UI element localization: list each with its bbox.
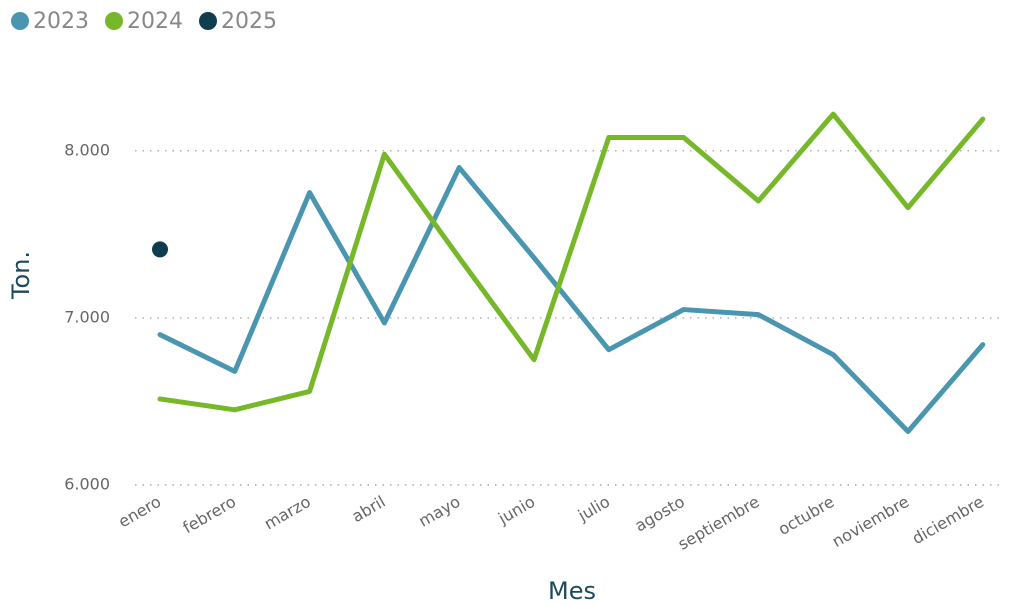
x-tick-label: febrero: [180, 492, 239, 537]
legend-marker: [105, 12, 123, 30]
x-tick-label: marzo: [261, 492, 314, 534]
x-axis-title: Mes: [548, 577, 596, 605]
x-tick-label: julio: [574, 492, 613, 526]
legend-label: 2025: [221, 9, 277, 34]
series-line: [157, 111, 986, 413]
x-tick-label: diciembre: [909, 492, 987, 548]
x-tick-label: mayo: [415, 492, 463, 531]
legend-label: 2023: [33, 9, 89, 34]
x-tick-label: abril: [348, 492, 388, 526]
legend-marker: [11, 12, 29, 30]
x-tick-label: octubre: [775, 492, 838, 539]
legend-label: 2024: [127, 9, 183, 34]
x-tick-label: septiembre: [675, 492, 763, 554]
legend-marker: [199, 12, 217, 30]
x-tick-label: enero: [115, 492, 164, 531]
y-tick-label: 7.000: [64, 307, 110, 326]
y-axis-title: Ton.: [7, 251, 35, 300]
x-tick-label: noviembre: [829, 492, 913, 551]
data-point: [152, 241, 168, 258]
x-tick-label: junio: [494, 492, 538, 528]
x-tick-label: agosto: [631, 492, 687, 536]
series-line: [157, 165, 986, 435]
y-tick-label: 6.000: [64, 475, 110, 494]
y-tick-label: 8.000: [64, 140, 110, 159]
